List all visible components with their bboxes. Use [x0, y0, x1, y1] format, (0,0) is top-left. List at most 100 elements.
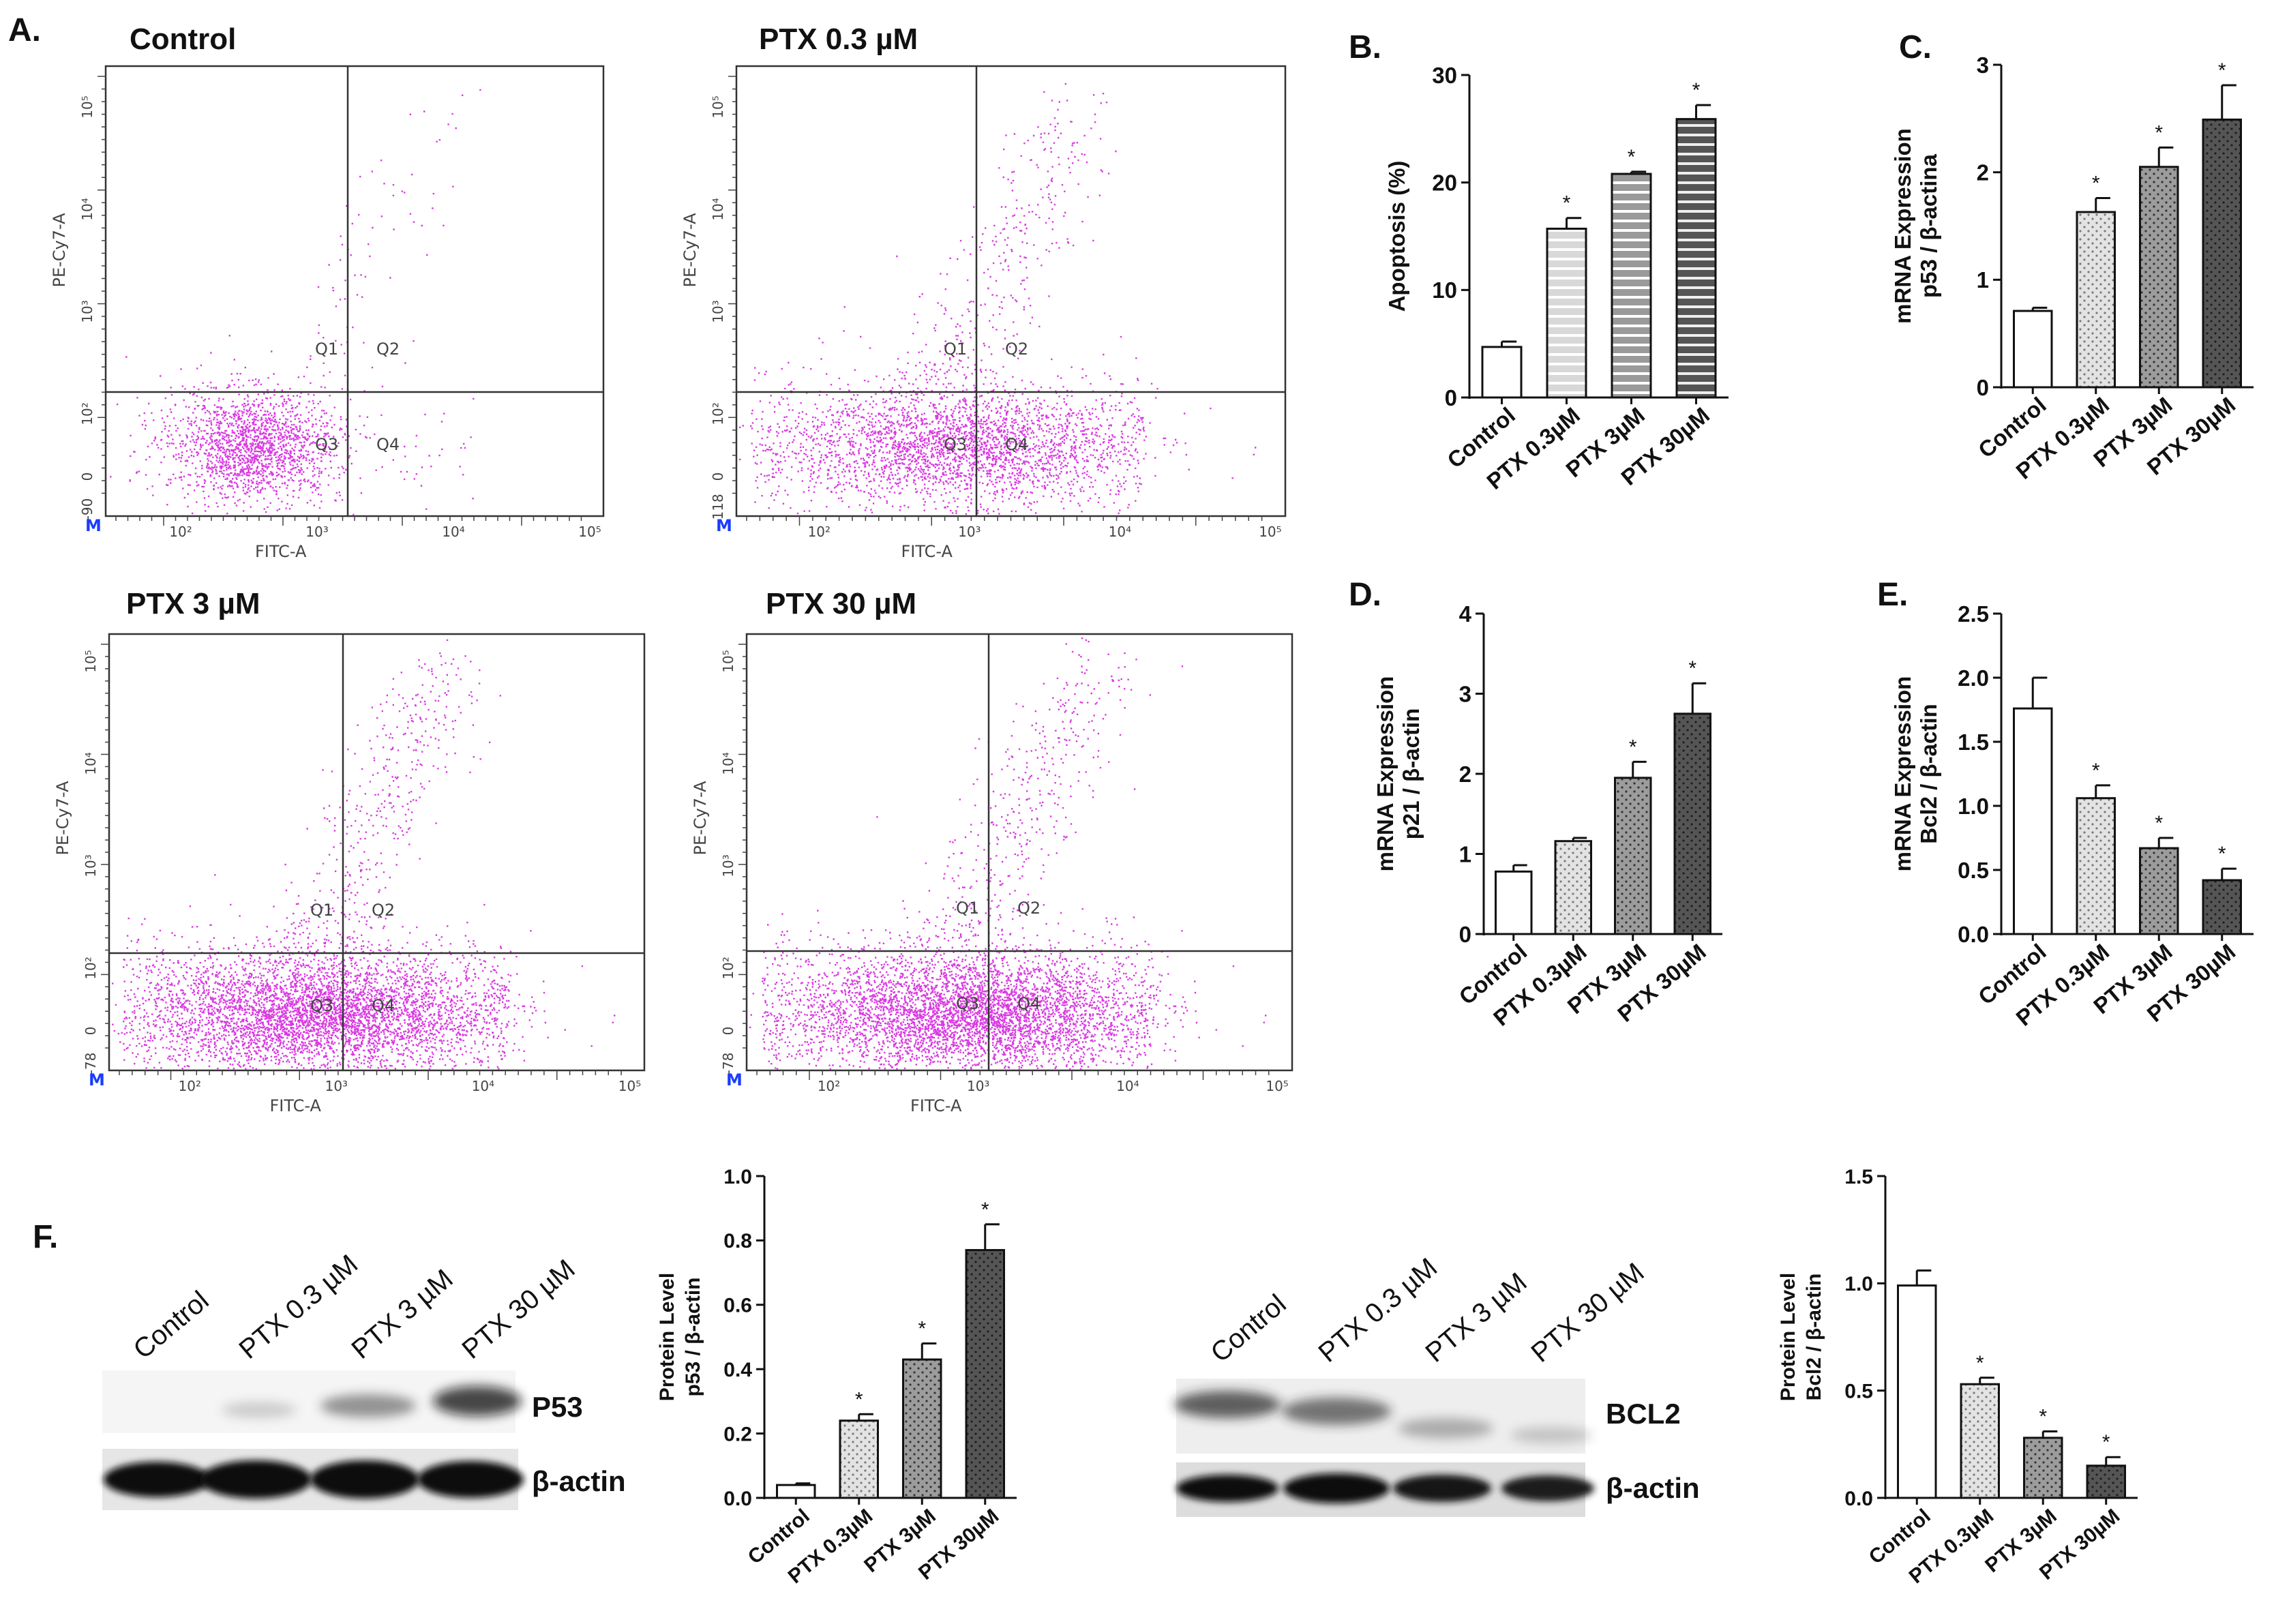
flow-plot-1: Control Q1 Q2 Q3 Q4 10² 10³ 10⁴ 10⁵ 0 10² 10³ 10⁴ 10⁵… — [50, 22, 605, 561]
bar-1 — [1495, 870, 1533, 935]
y-tick-label: 0 — [710, 472, 726, 481]
blot2-lane-label: PTX 3 µM — [1420, 1267, 1533, 1368]
y-tick-label: 10² — [83, 957, 99, 979]
bar-1 — [1481, 346, 1523, 399]
y-tick-label: 0.0 — [1844, 1488, 1873, 1510]
y-tick-label: 10⁴ — [710, 198, 726, 220]
x-tick-label: 10⁴ — [442, 524, 464, 540]
y-tick-label: 10⁵ — [710, 95, 726, 118]
significance-star: * — [2039, 1405, 2047, 1428]
flow-plot-2: PTX 0.3 µM Q1 Q2 Q3 Q4 10² 10³ 10⁴ 10⁵ 0 10² 10³ 10⁴… — [680, 22, 1287, 561]
y-axis-label: mRNA Expression — [1890, 128, 1915, 324]
blot1-band — [320, 1394, 416, 1417]
quadrant-label: Q3 — [310, 996, 333, 1015]
bar-2 — [2076, 797, 2116, 935]
flow-events — [738, 82, 1257, 515]
x-tick-label: 10³ — [958, 524, 981, 540]
quadrant-label: Q4 — [376, 435, 400, 454]
x-tick-label: 10³ — [325, 1078, 348, 1094]
bar-2 — [1960, 1383, 2000, 1499]
y-tick-label: 0 — [1445, 385, 1457, 410]
significance-star: * — [1692, 79, 1701, 102]
y-tick-label: 10³ — [710, 300, 726, 322]
x-tick-label: 10⁴ — [472, 1078, 494, 1094]
y-axis-label: PE-Cy7-A — [680, 213, 700, 288]
y-tick-label: 0.0 — [1958, 922, 1989, 947]
quadrant-label: Q4 — [1017, 994, 1041, 1013]
blot2-band — [1283, 1473, 1390, 1503]
y-tick-label: 10² — [720, 957, 736, 979]
flow-cytometry-panels: Control Q1 Q2 Q3 Q4 10² 10³ 10⁴ 10⁵ 0 10² 10³ 10⁴ 10⁵… — [50, 22, 1293, 1115]
y-min-label: -118 — [710, 494, 726, 524]
x-tick-label: 10² — [169, 524, 192, 540]
x-axis-label: FITC-A — [901, 542, 953, 561]
blot2-lane-label: PTX 0.3 µM — [1313, 1252, 1443, 1368]
bar-1 — [1897, 1284, 1937, 1499]
gate-marker: M — [726, 1070, 743, 1089]
flow-events — [110, 89, 481, 516]
y-axis-label: mRNA Expression — [1373, 676, 1398, 872]
x-tick-label: 10⁴ — [1116, 1078, 1139, 1094]
blot2-band — [1510, 1427, 1592, 1443]
y-axis-label: mRNA Expression — [1890, 676, 1915, 872]
western-blot-p53: Control PTX 0.3 µM PTX 3 µM PTX 30 µM P5… — [102, 1249, 626, 1510]
blot2-band — [1176, 1475, 1278, 1502]
x-tick-label: 10⁵ — [1259, 524, 1281, 540]
blot1-lane-label: PTX 30 µM — [457, 1254, 581, 1365]
blot2-band — [1501, 1475, 1594, 1501]
y-tick-label: 0.6 — [723, 1295, 752, 1317]
y-tick-label: 10⁵ — [79, 95, 95, 118]
x-tick-label: 10² — [818, 1078, 840, 1094]
x-tick-label: 10³ — [305, 524, 328, 540]
panel-letter-d: D. — [1349, 577, 1381, 613]
quadrant-label: Q2 — [372, 901, 395, 920]
blot2-band-label-actin: β-actin — [1606, 1472, 1700, 1504]
significance-star: * — [918, 1317, 926, 1340]
y-tick-label: 20 — [1432, 170, 1457, 196]
y-tick-label: 10³ — [79, 300, 95, 322]
bar-1 — [776, 1484, 816, 1499]
bar-2 — [1546, 227, 1587, 399]
bar-3 — [2139, 166, 2179, 389]
gate-marker: M — [716, 516, 732, 535]
significance-star: * — [2092, 760, 2100, 782]
y-tick-label: 10⁴ — [720, 752, 736, 775]
y-tick-label: 0 — [83, 1027, 99, 1036]
y-min-label: -90 — [79, 498, 95, 521]
significance-star: * — [1629, 736, 1637, 758]
bar-4 — [965, 1249, 1005, 1499]
y-tick-label: 1 — [1459, 841, 1471, 867]
y-tick-label: 3 — [1977, 52, 1989, 78]
bar-3 — [1614, 777, 1652, 935]
y-axis-label: PE-Cy7-A — [691, 781, 710, 856]
blot2-band-label-bcl2: BCL2 — [1606, 1398, 1681, 1430]
bar-2 — [2076, 211, 2116, 389]
y-axis-label: Bcl2 / β-actin — [1916, 704, 1941, 843]
x-tick-label: 10⁴ — [1109, 524, 1131, 540]
blot2-lane-label: PTX 30 µM — [1526, 1257, 1650, 1368]
flow-plot-title: PTX 0.3 µM — [759, 22, 918, 56]
blot2-band — [1398, 1418, 1493, 1439]
y-tick-label: 10² — [710, 402, 726, 425]
gate-marker: M — [85, 516, 102, 535]
y-min-label: -78 — [720, 1053, 736, 1075]
blot1-band — [222, 1402, 297, 1418]
flow-plot-4: PTX 30 µM Q1 Q2 Q3 Q4 10² 10³ 10⁴ 10⁵ 0 10² 10³ 10⁴ 1… — [691, 587, 1293, 1115]
panel-letter-f: F. — [33, 1219, 58, 1255]
quadrant-label: Q3 — [944, 435, 967, 454]
y-tick-label: 0.8 — [723, 1230, 752, 1252]
panel-letter-c: C. — [1899, 29, 1932, 65]
blot2-band — [1174, 1391, 1281, 1418]
blot1-band — [104, 1462, 210, 1497]
gate-marker: M — [89, 1070, 105, 1089]
y-tick-label: 10³ — [83, 854, 99, 877]
x-axis-label: FITC-A — [270, 1096, 322, 1115]
quadrant-label: Q2 — [376, 340, 400, 359]
bar-4 — [2202, 118, 2242, 389]
quadrant-label: Q4 — [372, 996, 395, 1015]
y-tick-label: 2 — [1977, 160, 1989, 185]
significance-star: * — [2218, 843, 2226, 865]
y-axis-label: PE-Cy7-A — [53, 781, 72, 856]
